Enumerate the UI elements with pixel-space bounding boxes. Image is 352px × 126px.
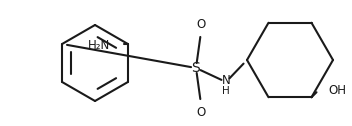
- Text: OH: OH: [328, 84, 346, 97]
- Text: S: S: [191, 61, 200, 75]
- Text: O: O: [196, 105, 206, 118]
- Text: N: N: [222, 73, 230, 87]
- Text: O: O: [196, 18, 206, 30]
- Text: H₂N: H₂N: [88, 39, 110, 53]
- Text: H: H: [222, 86, 230, 96]
